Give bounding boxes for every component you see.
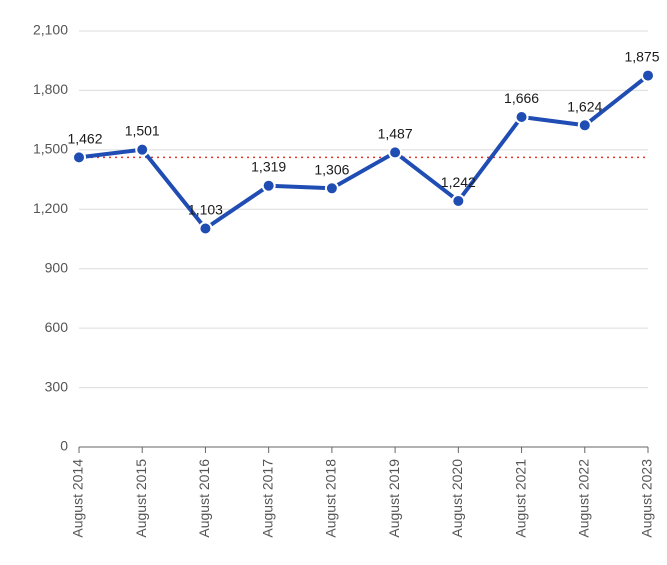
data-point-marker xyxy=(326,182,338,194)
data-point-label: 1,462 xyxy=(67,130,102,146)
x-axis-tick-label: August 2020 xyxy=(449,459,465,538)
y-axis-tick-label: 1,200 xyxy=(33,200,68,216)
x-axis-tick-label: August 2018 xyxy=(323,459,339,538)
y-axis-tick-label: 300 xyxy=(45,378,69,394)
data-point-label: 1,319 xyxy=(251,159,286,175)
data-point-label: 1,487 xyxy=(378,125,413,141)
x-axis-tick-label: August 2019 xyxy=(386,459,402,538)
x-axis-tick-label: August 2015 xyxy=(133,459,149,538)
x-axis-tick-label: August 2014 xyxy=(70,459,86,538)
data-point-marker xyxy=(579,119,591,131)
x-axis-tick-label: August 2023 xyxy=(639,459,655,538)
data-point-marker xyxy=(136,144,148,156)
y-axis-tick-label: 1,800 xyxy=(33,81,68,97)
x-axis-tick-label: August 2022 xyxy=(575,459,591,538)
y-axis-tick-label: 900 xyxy=(45,259,69,275)
data-point-label: 1,242 xyxy=(441,174,476,190)
data-point-marker xyxy=(199,223,211,235)
data-point-marker xyxy=(389,146,401,158)
data-point-label: 1,501 xyxy=(125,123,160,139)
y-axis-tick-label: 1,500 xyxy=(33,141,68,157)
y-axis-tick-label: 0 xyxy=(60,438,68,454)
data-point-marker xyxy=(452,195,464,207)
data-point-label: 1,666 xyxy=(504,90,539,106)
data-point-label: 1,103 xyxy=(188,202,223,218)
y-axis-tick-label: 2,100 xyxy=(33,22,68,38)
data-point-marker xyxy=(73,151,85,163)
data-point-label: 1,875 xyxy=(624,49,659,65)
x-axis-tick-label: August 2016 xyxy=(196,459,212,538)
data-point-marker xyxy=(516,111,528,123)
data-point-label: 1,624 xyxy=(567,98,602,114)
y-axis-tick-label: 600 xyxy=(45,319,69,335)
line-chart: 0 300 600 900 1,200 1,500 1,800 2,100 August 201… xyxy=(0,0,667,565)
data-point-marker xyxy=(263,180,275,192)
x-axis-tick-label: August 2021 xyxy=(512,459,528,538)
data-point-label: 1,306 xyxy=(314,161,349,177)
x-axis-tick-label: August 2017 xyxy=(259,459,275,538)
data-point-marker xyxy=(642,70,654,82)
